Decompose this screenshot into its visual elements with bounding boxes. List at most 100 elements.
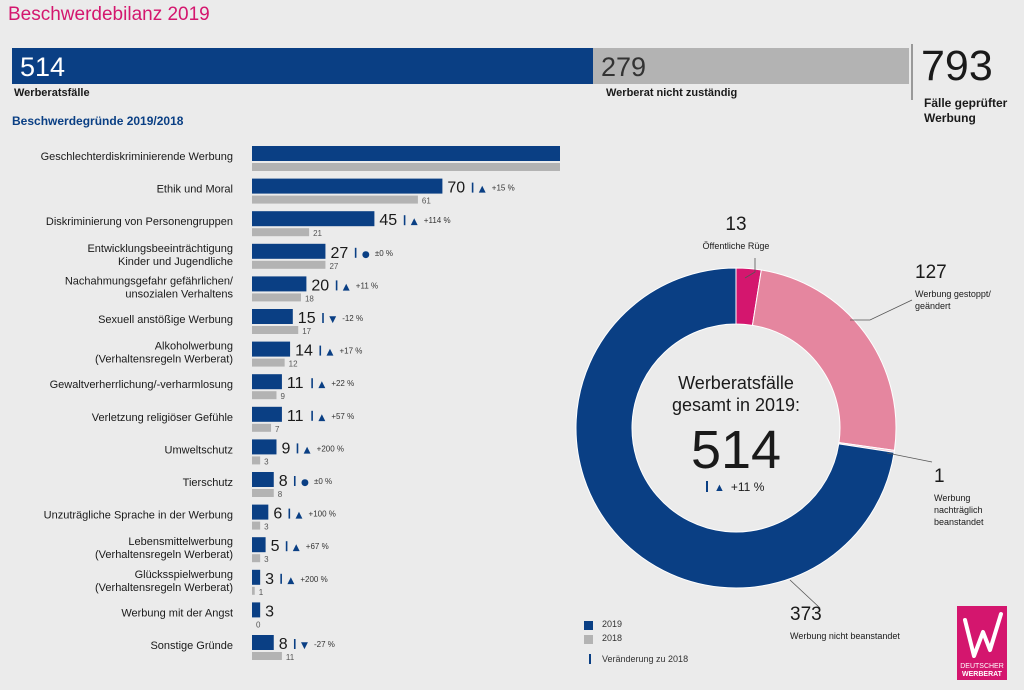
outcome-donut-chart: 13 Öffentliche Rüge 127 Werbung gestoppt/ge…: [575, 214, 991, 641]
change-label: -27 %: [314, 640, 335, 649]
summary-nicht-value: 279: [601, 52, 647, 82]
bar-2019: [252, 146, 560, 161]
summary-nicht-label: Werberat nicht zuständig: [606, 87, 738, 99]
summary-bar-nicht-zustaendig: [593, 48, 909, 84]
change-marker: [322, 313, 324, 323]
donut-slice: [751, 269, 897, 451]
value-label-2018: 27: [329, 262, 338, 271]
value-label-2018: 9: [280, 392, 285, 401]
bar-2018: [252, 489, 274, 497]
change-direction-icon: ▲: [326, 348, 333, 358]
slice-label-gestoppt-value: 127: [915, 262, 947, 283]
leader-line: [789, 579, 821, 609]
change-marker: [311, 410, 313, 421]
value-label-2019: 3: [265, 603, 274, 620]
donut-center-change-value: +11 %: [730, 480, 765, 494]
bar-2019: [252, 406, 282, 422]
change-direction-icon: ▲: [411, 217, 418, 227]
bar-2018: [252, 260, 326, 269]
bar-2018: [252, 456, 261, 465]
change-label: +57 %: [331, 412, 354, 421]
bar-2019: [252, 276, 307, 292]
bar-2018: [252, 521, 261, 530]
change-label: -12 %: [342, 314, 363, 323]
w-logo-icon: [963, 612, 1003, 658]
change-marker: [293, 476, 296, 486]
category-label: Werbung mit der Angst: [121, 607, 233, 619]
change-direction-icon: ▲: [343, 282, 350, 292]
category-label: Diskriminierung von Personengruppen: [46, 216, 233, 228]
change-label: +17 %: [339, 347, 362, 356]
legend-swatch-2018: [584, 635, 593, 644]
value-label-2018: 18: [305, 294, 314, 303]
change-direction-icon: ●: [362, 250, 370, 260]
category-label: Kinder und Jugendliche: [118, 256, 233, 268]
change-label: +114 %: [424, 216, 451, 225]
reasons-bar-chart: Geschlechterdiskriminierende Werbung2592…: [41, 146, 560, 662]
summary-total-label: Fälle geprüfter Werbung: [924, 96, 1008, 125]
donut-center-label-line2: gesamt in 2019:: [671, 395, 801, 415]
change-marker-icon: [706, 481, 708, 492]
change-direction-icon: ▲: [318, 380, 325, 390]
bar-2019: [252, 243, 326, 259]
value-label-2019: 11: [287, 375, 304, 392]
bar-2018: [252, 554, 261, 563]
change-marker: [296, 443, 299, 454]
bar-2018: [252, 652, 282, 660]
slice-label-nachtraeglich-label: nachträglich: [934, 505, 983, 515]
category-label: Lebensmittelwerbung: [128, 536, 233, 548]
value-label-2019: 45: [379, 212, 397, 229]
change-marker: [319, 345, 322, 356]
leader-line: [744, 258, 756, 279]
logo-text-line2: WERBERAT: [962, 671, 1002, 678]
bar-2019: [252, 635, 274, 650]
change-label: +22 %: [331, 379, 354, 388]
category-label: Verletzung religiöser Gefühle: [92, 412, 233, 424]
category-label: Geschlechterdiskriminierende Werbung: [41, 151, 233, 163]
page-title: Beschwerdebilanz 2019: [8, 4, 210, 25]
donut-center-label: Werberatsfälle gesamt in 2019:: [636, 372, 836, 416]
summary-bar-werberat: [12, 48, 593, 84]
change-marker: [403, 215, 406, 226]
value-label-2019: 6: [273, 506, 282, 523]
slice-label-nachtraeglich-label: beanstandet: [934, 517, 984, 527]
change-label: +100 %: [309, 510, 336, 519]
bar-2019: [252, 537, 266, 553]
change-direction-icon: ▲: [293, 543, 300, 553]
slice-label-gestoppt-label: geändert: [915, 301, 951, 311]
bar-2019: [252, 569, 261, 585]
legend-label-2018: 2018: [602, 633, 623, 643]
change-direction-icon: ▲: [318, 413, 325, 423]
value-label-2018: 11: [286, 653, 295, 662]
change-direction-icon: ▲: [304, 445, 311, 455]
change-label: +11 %: [356, 281, 378, 290]
change-marker: [285, 541, 288, 552]
change-marker: [280, 573, 282, 584]
value-label-2018: 3: [264, 555, 269, 564]
donut-center-change: ▲ +11 %: [706, 480, 764, 494]
bar-2019: [252, 309, 293, 324]
category-label: Umweltschutz: [165, 444, 233, 456]
leader-line: [850, 299, 913, 321]
change-marker: [293, 639, 296, 649]
value-label-2019: 70: [447, 180, 465, 197]
bar-2019: [252, 602, 261, 618]
category-label: Entwicklungsbeeinträchtigung: [87, 243, 233, 255]
value-label-2019: 14: [295, 343, 313, 360]
bar-2018: [252, 391, 277, 400]
category-label: Glücksspielwerbung: [135, 569, 233, 581]
bar-2018: [252, 326, 299, 334]
bar-2018: [252, 423, 272, 432]
logo-text-line1: DEUTSCHER: [960, 663, 1004, 670]
donut-slice: [575, 267, 895, 589]
value-label-2019: 15: [298, 310, 316, 327]
change-label: +200 %: [300, 575, 327, 584]
value-label-2018: 7: [275, 425, 280, 434]
slice-label-nicht-beanstandet-label: Werbung nicht beanstandet: [790, 631, 900, 641]
category-label: (Verhaltensregeln Werberat): [95, 354, 233, 366]
slice-label-gestoppt-label: Werbung gestoppt/: [915, 289, 991, 299]
bar-2018: [252, 228, 310, 237]
bar-2019: [252, 439, 277, 455]
change-marker: [335, 280, 338, 291]
slice-label-nachtraeglich-value: 1: [934, 466, 945, 487]
